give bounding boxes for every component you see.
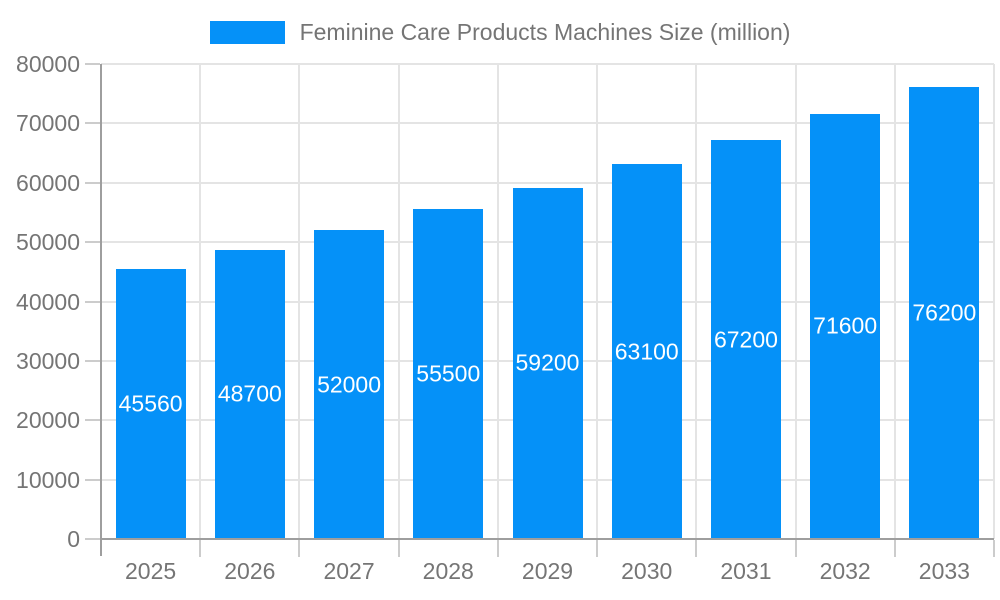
gridline-horizontal [101,181,994,184]
bar-value-label: 52000 [317,371,382,398]
legend-swatch [209,20,285,44]
gridline-horizontal [101,63,994,65]
gridline-vertical [893,64,896,539]
bar-2029: 59200 [512,187,583,539]
gridline-vertical [794,64,797,539]
gridline-vertical [397,64,400,539]
y-axis-tick-label: 0 [67,526,80,552]
x-axis-tick-mark [298,540,301,557]
x-axis-tick-label: 2032 [819,558,871,584]
gridline-vertical [596,64,599,539]
legend-series-label: Feminine Care Products Machines Size (mi… [299,18,791,45]
bar-2025: 45560 [115,268,186,539]
bar-2032: 71600 [810,113,881,539]
bar-value-label: 63100 [614,338,679,365]
x-axis-tick-label: 2031 [720,558,772,584]
y-axis-tick-label: 30000 [16,347,80,374]
y-axis-line [100,64,102,556]
x-axis-tick-label: 2033 [918,558,970,584]
y-axis-tick-mark [85,478,100,481]
x-axis-labels: 2025 2026 2027 2028 2029 2030 2031 2032 2033 [101,557,994,589]
y-axis-tick-label: 40000 [16,288,80,315]
x-axis-tick-label: 2029 [521,558,574,584]
y-axis-tick-label: 50000 [16,229,80,256]
y-axis-tick-label: 10000 [16,466,80,493]
x-axis-tick-mark [199,540,202,557]
y-axis-tick-label: 20000 [16,407,80,434]
bar-2027: 52000 [314,230,385,539]
bar-2030: 63100 [611,164,682,539]
x-axis-tick-mark [794,540,797,557]
y-axis-tick-label: 80000 [16,51,80,77]
gridline-vertical [695,64,698,539]
x-axis-tick-label: 2027 [323,558,375,584]
x-axis-tick-mark [993,540,995,557]
y-axis-tick-mark [85,359,100,362]
x-axis-tick-label: 2026 [224,558,276,584]
x-axis-tick-label: 2025 [125,558,177,584]
x-axis-baseline [100,538,994,540]
x-axis-tick-mark [596,540,599,557]
x-axis-tick-mark [695,540,698,557]
y-axis-tick-mark [85,419,100,422]
bar-value-label: 67200 [713,326,778,352]
bar-value-label: 45560 [118,390,183,417]
plot-area: 45560 48700 52000 55500 59200 63100 67200 71600… [101,63,995,539]
y-axis-tick-mark [85,300,100,303]
bar-2033: 76200 [909,86,980,539]
x-axis-tick-mark [893,540,896,557]
bar-value-label: 55500 [416,360,481,387]
y-axis-tick-label: 70000 [16,110,80,137]
bar-value-label: 76200 [912,299,977,326]
legend: Feminine Care Products Machines Size (mi… [0,19,1000,45]
y-axis-tick-mark [85,63,100,65]
bar-2026: 48700 [214,249,285,539]
gridline-horizontal [101,122,994,125]
x-axis-tick-mark [397,540,400,557]
bar-value-label: 71600 [813,312,878,339]
y-axis-tick-mark [85,538,100,540]
x-axis-ticks [101,540,995,557]
x-axis-tick-label: 2028 [422,558,474,584]
x-axis-tick-mark [496,540,499,557]
y-axis-labels: 0 10000 20000 30000 40000 50000 60000 70000 8000… [0,51,80,552]
gridline-vertical [298,64,301,539]
y-axis-ticks [85,63,100,540]
bar-value-label: 48700 [217,380,282,407]
gridline-vertical [199,64,202,539]
y-axis-tick-label: 60000 [16,169,80,196]
y-axis-tick-mark [85,181,100,184]
gridline-vertical [993,64,995,539]
bar-2028: 55500 [413,209,484,539]
gridline-vertical [496,64,499,539]
x-axis-tick-label: 2030 [621,558,673,584]
y-axis-tick-mark [85,241,100,244]
bar-value-label: 59200 [515,349,580,376]
y-axis-tick-mark [85,122,100,125]
bar-2031: 67200 [710,140,781,539]
